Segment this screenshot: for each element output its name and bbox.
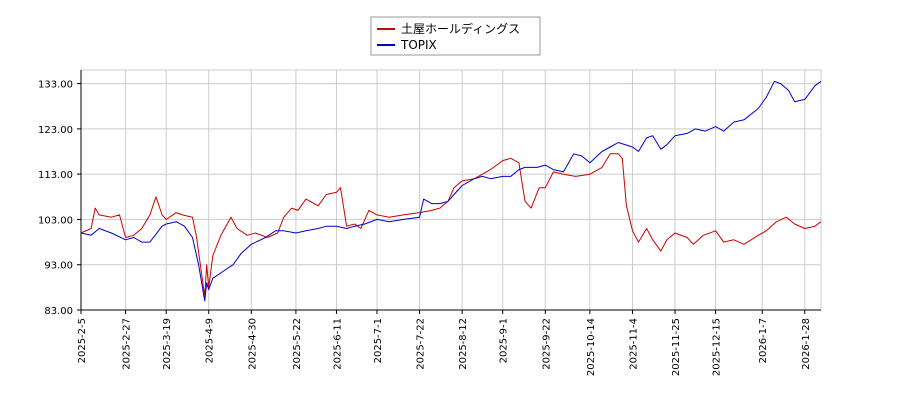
x-tick-label: 2025-6-11 <box>332 318 343 370</box>
y-tick-label: 103.00 <box>38 215 73 226</box>
legend-box <box>370 16 541 56</box>
x-tick-label: 2025-2-27 <box>122 318 133 370</box>
axes: 83.00 93.00 103.00 113.00 123.00 133.00 2025-2… <box>38 70 821 376</box>
series-layer <box>80 80 822 302</box>
x-tick-label: 2025-9-22 <box>541 318 552 370</box>
y-tick-label: 113.00 <box>38 170 73 181</box>
legend: 土屋ホールディングス TOPIX <box>370 16 541 56</box>
y-tick-label: 93.00 <box>44 261 73 272</box>
x-tick-label: 2025-12-15 <box>712 318 723 376</box>
legend-label-1: TOPIX <box>400 38 437 52</box>
series-line-0 <box>80 153 822 297</box>
plot-frame <box>80 69 822 311</box>
y-tick-label: 83.00 <box>44 306 73 317</box>
legend-label-0: 土屋ホールディングス <box>401 21 520 36</box>
x-tick-label: 2025-5-22 <box>292 318 303 370</box>
grid <box>80 69 822 311</box>
y-tick-label: 123.00 <box>38 125 73 136</box>
x-tick-label: 2026-1-7 <box>758 318 769 363</box>
series-line-1 <box>80 80 822 302</box>
x-tick-label: 2025-3-19 <box>162 318 173 370</box>
y-tick-label: 133.00 <box>38 80 73 91</box>
x-tick-label: 2025-4-30 <box>247 318 258 370</box>
x-tick-label: 2025-11-25 <box>671 318 682 376</box>
x-tick-label: 2025-9-1 <box>499 318 510 363</box>
x-tick-label: 2026-1-28 <box>801 318 812 370</box>
x-tick-label: 2025-2-5 <box>77 318 88 363</box>
x-tick-label: 2025-7-1 <box>373 318 384 363</box>
x-tick-label: 2025-4-9 <box>205 318 216 363</box>
x-tick-label: 2025-11-4 <box>628 318 639 370</box>
x-tick-label: 2025-8-12 <box>458 318 469 370</box>
x-tick-label: 2025-7-22 <box>416 318 427 370</box>
x-tick-label: 2025-10-14 <box>586 318 597 376</box>
